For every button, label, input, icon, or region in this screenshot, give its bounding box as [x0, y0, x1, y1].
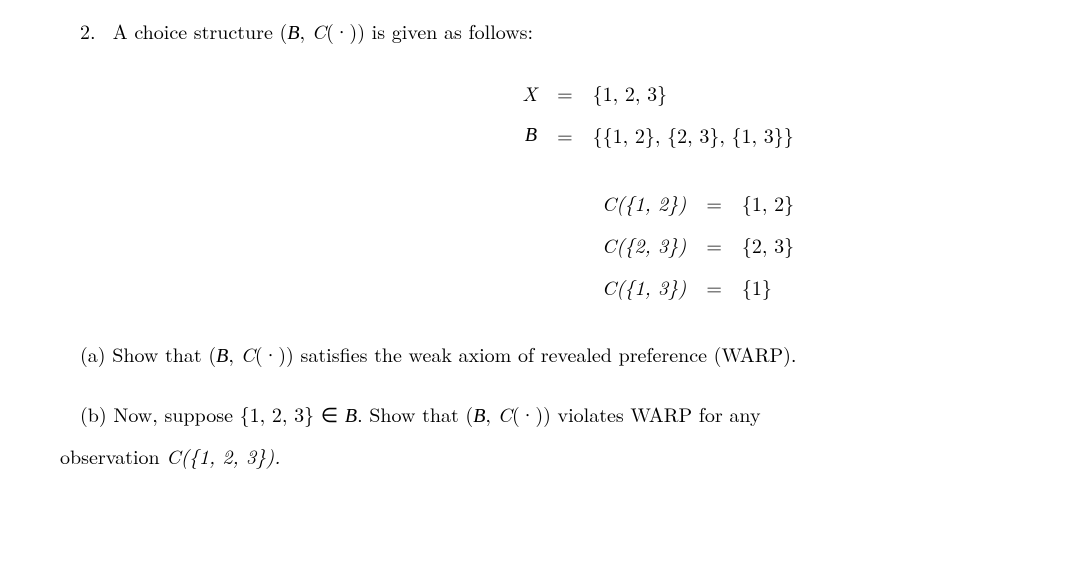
- c1-eq: =: [700, 182, 728, 224]
- part-a-calB: B: [216, 345, 228, 367]
- part-a-label: (a): [80, 339, 112, 368]
- intro-mid: ,: [300, 16, 312, 45]
- part-b: (b) Now, suppose {1, 2, 3} ∈ B. Show tha…: [80, 394, 1026, 436]
- cal-B-intro: B: [287, 22, 299, 44]
- part-b-label: (b): [80, 399, 113, 428]
- part-b-calB2: B: [473, 405, 485, 427]
- intro-pre: A choice structure (: [113, 16, 288, 45]
- c2-eq: =: [700, 224, 728, 266]
- intro-C: C: [312, 16, 326, 45]
- part-a-C: C: [241, 339, 255, 368]
- part-b-cobs: C({1, 2, 3}).: [166, 441, 280, 470]
- part-b-C: C: [498, 399, 512, 428]
- c3-eq: =: [700, 266, 728, 308]
- part-a-t2: ,: [228, 339, 240, 368]
- c3-r: {1}: [728, 266, 794, 308]
- def-X-sym: X: [522, 72, 551, 114]
- part-b-calB1: B: [345, 405, 357, 427]
- part-b-cont-text: observation: [60, 441, 166, 470]
- c1-r: {1, 2}: [728, 182, 794, 224]
- defs-block: X = {1, 2, 3} B = {{1, 2}, {2, 3}, {1, 3…: [292, 72, 794, 156]
- c2-r: {2, 3}: [728, 224, 794, 266]
- part-b-t4: (·)) violates WARP for any: [512, 399, 761, 428]
- part-b-t3: ,: [485, 399, 497, 428]
- problem-number: 2.: [80, 18, 106, 44]
- choice-row-1: C({1, 2}) = {1, 2}: [602, 182, 794, 224]
- def-B-eq: =: [551, 114, 579, 156]
- def-X-eq: =: [551, 72, 579, 114]
- def-B-val: {{1, 2}, {2, 3}, {1, 3}}: [579, 114, 794, 156]
- def-X-row: X = {1, 2, 3}: [522, 72, 794, 114]
- def-B-row: B = {{1, 2}, {2, 3}, {1, 3}}: [522, 114, 794, 156]
- choice-row-3: C({1, 3}) = {1}: [602, 266, 794, 308]
- choices-block: C({1, 2}) = {1, 2} C({2, 3}) = {2, 3} C(…: [292, 182, 794, 308]
- problem-header: 2. A choice structure (B, C(·)) is given…: [80, 18, 1026, 46]
- c2-l: C({2, 3}): [602, 230, 686, 259]
- page-container: 2. A choice structure (B, C(·)) is given…: [0, 0, 1086, 495]
- part-a-t3: (·)) satisfies the weak axiom of reveale…: [255, 339, 797, 368]
- choice-row-2: C({2, 3}) = {2, 3}: [602, 224, 794, 266]
- c1-l: C({1, 2}): [602, 188, 686, 217]
- def-X-val: {1, 2, 3}: [579, 72, 794, 114]
- part-b-t2: . Show that (: [357, 399, 473, 428]
- part-b-t1: Now, suppose {1, 2, 3} ∈: [113, 399, 345, 428]
- part-b-cont: observation C({1, 2, 3}).: [60, 436, 1026, 475]
- part-a-t1: Show that (: [112, 339, 216, 368]
- c3-l: C({1, 3}): [602, 272, 686, 301]
- def-B-sym: B: [522, 114, 551, 156]
- part-a: (a) Show that (B, C(·)) satisfies the we…: [80, 334, 1026, 376]
- intro-post: (·)) is given as follows:: [326, 16, 533, 45]
